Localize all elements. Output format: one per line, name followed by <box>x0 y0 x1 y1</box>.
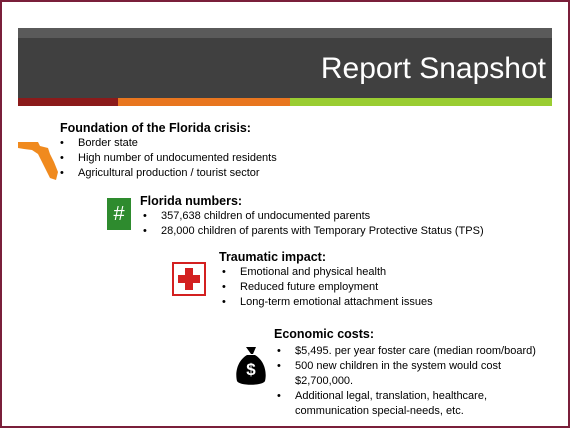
bullet-item: 357,638 children of undocumented parents <box>143 209 543 224</box>
title-bar <box>18 28 552 98</box>
first-aid-icon <box>172 262 206 296</box>
bullet-list: 357,638 children of undocumented parents… <box>143 209 543 239</box>
bullet-item: Emotional and physical health <box>222 265 522 280</box>
bullet-item: 500 new children in the system would cos… <box>277 359 553 389</box>
accent-red <box>18 98 118 106</box>
bullet-item: $5,495. per year foster care (median roo… <box>277 344 553 359</box>
red-cross <box>178 268 200 290</box>
accent-green <box>290 98 552 106</box>
section-heading: Traumatic impact: <box>219 250 326 264</box>
section-heading: Florida numbers: <box>140 194 243 208</box>
bullet-list: $5,495. per year foster care (median roo… <box>277 344 553 419</box>
section-heading: Foundation of the Florida crisis: <box>60 121 251 135</box>
money-bag-icon <box>236 347 266 385</box>
accent-orange <box>118 98 290 106</box>
section-heading: Economic costs: <box>274 327 375 341</box>
title: Report Snapshot <box>320 52 546 85</box>
bullet-list: Emotional and physical healthReduced fut… <box>222 265 522 310</box>
florida-icon <box>18 142 58 180</box>
bullet-item: Reduced future employment <box>222 280 522 295</box>
title-bar-top <box>18 28 552 38</box>
bullet-item: High number of undocumented residents <box>60 151 360 166</box>
florida-shape <box>18 142 58 180</box>
bullet-item: 28,000 children of parents with Temporar… <box>143 224 543 239</box>
bag-shape <box>236 347 266 385</box>
numbers-icon: # <box>107 198 131 230</box>
bullet-item: Additional legal, translation, healthcar… <box>277 389 553 419</box>
bullet-item: Agricultural production / tourist sector <box>60 166 360 181</box>
money-bag-symbol: $ <box>246 360 256 379</box>
bullet-list: Border stateHigh number of undocumented … <box>60 136 360 181</box>
bullet-item: Border state <box>60 136 360 151</box>
bullet-item: Long-term emotional attachment issues <box>222 295 522 310</box>
